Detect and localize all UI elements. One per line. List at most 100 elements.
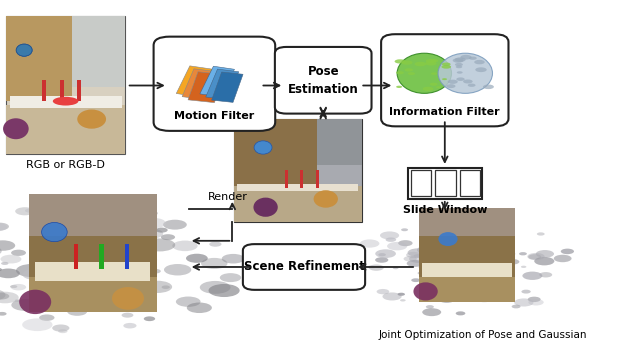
Ellipse shape (378, 253, 386, 256)
Ellipse shape (456, 77, 465, 81)
Bar (237, 184, 358, 191)
Ellipse shape (369, 265, 384, 271)
Ellipse shape (31, 288, 45, 294)
Ellipse shape (105, 208, 115, 212)
Bar (6, 16, 125, 87)
Ellipse shape (469, 57, 477, 60)
Ellipse shape (143, 281, 172, 293)
Ellipse shape (426, 59, 436, 63)
Ellipse shape (422, 87, 433, 91)
Ellipse shape (397, 293, 405, 296)
Ellipse shape (38, 273, 70, 287)
Ellipse shape (495, 263, 511, 269)
Bar (300, 170, 303, 188)
Ellipse shape (422, 308, 441, 316)
Ellipse shape (118, 297, 149, 310)
Ellipse shape (519, 252, 527, 255)
FancyBboxPatch shape (243, 244, 365, 290)
Ellipse shape (0, 289, 6, 301)
Ellipse shape (140, 229, 163, 239)
Text: Slide Window: Slide Window (403, 205, 487, 215)
Ellipse shape (383, 292, 402, 300)
Ellipse shape (25, 209, 34, 213)
Ellipse shape (0, 223, 9, 230)
Ellipse shape (91, 292, 104, 298)
Ellipse shape (522, 272, 542, 280)
Ellipse shape (314, 190, 338, 208)
Ellipse shape (432, 253, 451, 261)
Bar (212, 72, 243, 102)
Ellipse shape (418, 266, 424, 268)
Ellipse shape (385, 237, 396, 242)
Bar (35, 262, 150, 281)
Ellipse shape (474, 294, 495, 302)
Ellipse shape (460, 55, 472, 60)
Ellipse shape (102, 221, 124, 229)
Ellipse shape (428, 255, 447, 263)
Ellipse shape (37, 272, 54, 279)
Ellipse shape (459, 282, 468, 285)
Ellipse shape (64, 217, 82, 225)
Ellipse shape (429, 61, 435, 63)
Ellipse shape (70, 296, 99, 307)
Bar (285, 170, 288, 188)
Ellipse shape (0, 271, 1, 281)
Ellipse shape (209, 242, 221, 247)
Ellipse shape (442, 65, 451, 69)
Ellipse shape (1, 255, 21, 263)
Ellipse shape (172, 240, 198, 251)
Ellipse shape (144, 316, 155, 321)
Ellipse shape (417, 272, 426, 275)
Bar (6, 105, 125, 154)
Ellipse shape (396, 71, 404, 74)
Bar (29, 215, 157, 284)
Bar (419, 208, 515, 236)
Ellipse shape (489, 284, 496, 287)
Ellipse shape (506, 252, 515, 256)
Ellipse shape (554, 255, 572, 262)
Ellipse shape (220, 273, 241, 282)
Ellipse shape (85, 234, 108, 244)
Ellipse shape (444, 244, 464, 253)
Ellipse shape (186, 254, 208, 263)
Ellipse shape (467, 248, 483, 254)
Ellipse shape (0, 245, 2, 257)
Text: Joint Optimization of Pose and Gaussian: Joint Optimization of Pose and Gaussian (379, 330, 588, 340)
Ellipse shape (455, 63, 463, 66)
FancyBboxPatch shape (275, 47, 371, 114)
Ellipse shape (67, 307, 87, 316)
Ellipse shape (148, 218, 157, 221)
Ellipse shape (528, 254, 541, 260)
Ellipse shape (52, 97, 78, 105)
Ellipse shape (395, 59, 406, 64)
Ellipse shape (486, 277, 495, 281)
Ellipse shape (86, 288, 110, 298)
Ellipse shape (442, 78, 447, 80)
Ellipse shape (49, 278, 63, 284)
Ellipse shape (43, 250, 68, 260)
Ellipse shape (537, 232, 545, 236)
Ellipse shape (128, 283, 152, 293)
Ellipse shape (66, 203, 80, 209)
Ellipse shape (446, 84, 456, 88)
Ellipse shape (127, 260, 140, 265)
Ellipse shape (380, 231, 399, 239)
Ellipse shape (0, 312, 6, 315)
Ellipse shape (79, 238, 102, 248)
Ellipse shape (408, 248, 428, 257)
Ellipse shape (141, 218, 166, 228)
Ellipse shape (528, 297, 541, 302)
Ellipse shape (398, 240, 413, 246)
Text: Pose
Estimation: Pose Estimation (288, 65, 358, 96)
Ellipse shape (53, 248, 74, 257)
Ellipse shape (476, 67, 487, 72)
Ellipse shape (435, 282, 448, 288)
Ellipse shape (436, 272, 445, 276)
Ellipse shape (468, 225, 477, 229)
Ellipse shape (0, 223, 7, 231)
Ellipse shape (483, 84, 494, 89)
Ellipse shape (77, 110, 106, 129)
Ellipse shape (431, 72, 437, 75)
Ellipse shape (485, 244, 500, 250)
Ellipse shape (52, 325, 69, 332)
